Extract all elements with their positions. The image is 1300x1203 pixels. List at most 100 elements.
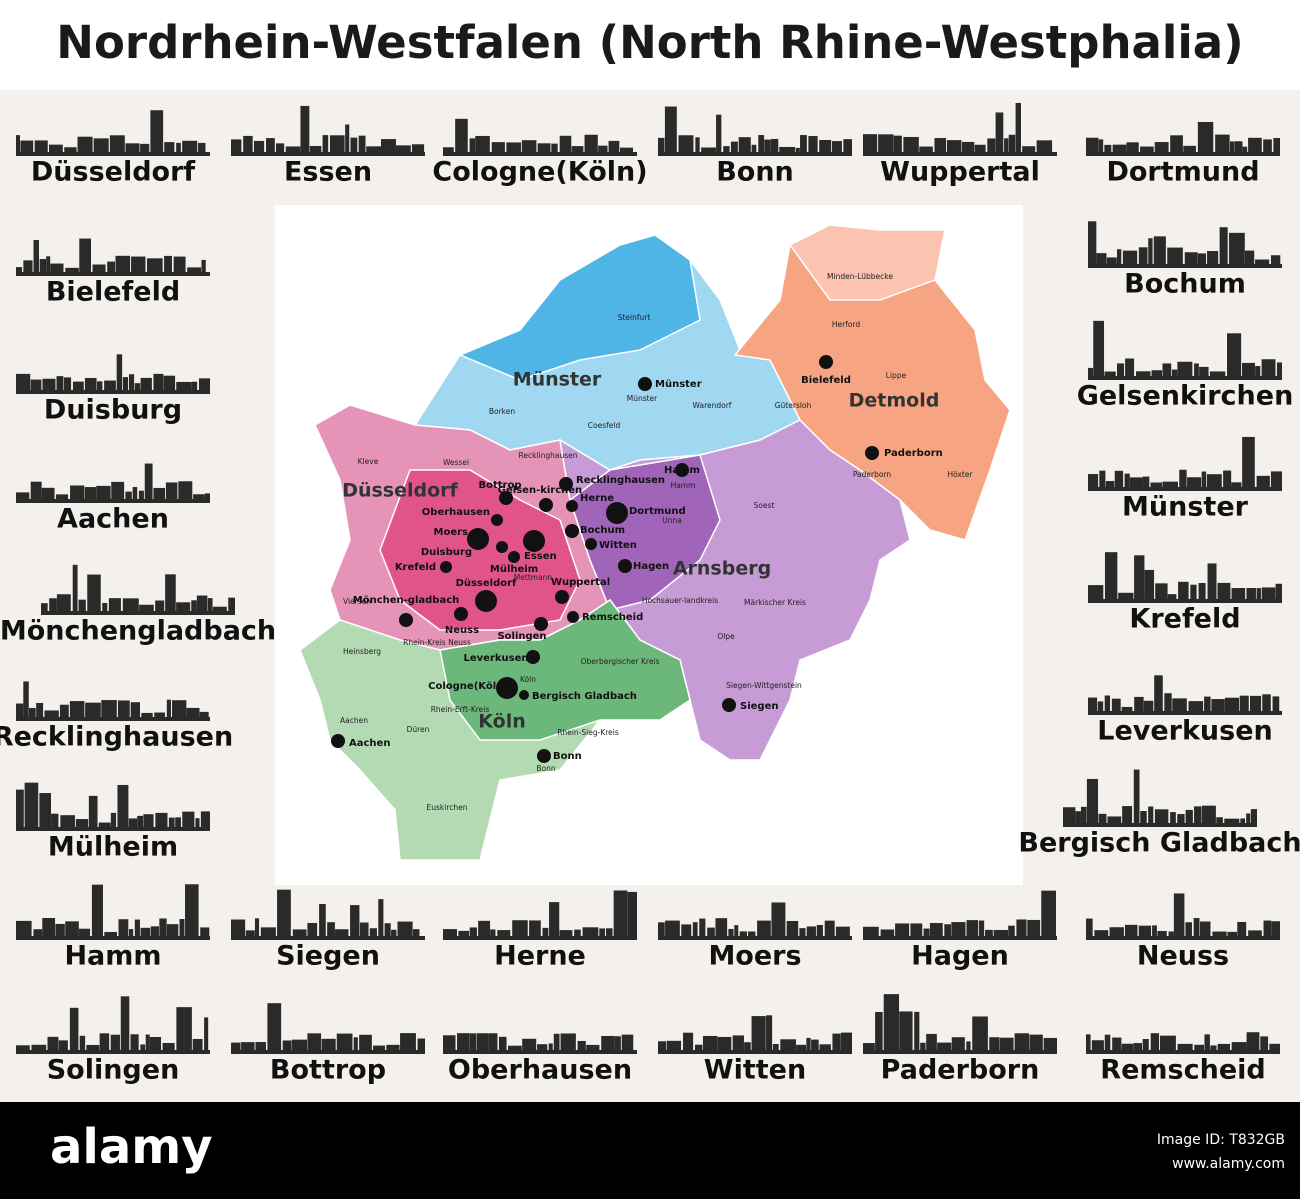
skyline-building: [995, 112, 1004, 152]
skyline-building: [149, 1036, 162, 1050]
skyline-building: [193, 494, 205, 499]
city-dot: [565, 524, 579, 538]
city-label: Mönchen-gladbach: [353, 595, 459, 606]
skyline-building: [1273, 138, 1280, 152]
district-label: Recklinghausen: [518, 451, 577, 460]
skyline-building: [412, 929, 420, 936]
skyline-building: [128, 818, 138, 827]
skyline-building: [1167, 594, 1177, 599]
skyline-building: [926, 1033, 937, 1050]
district-label: Mettmann: [514, 573, 553, 582]
skyline-building: [744, 1042, 751, 1050]
skyline-building: [128, 929, 134, 936]
city-label: Krefeld: [395, 562, 436, 573]
skyline-building: [198, 142, 206, 152]
skyline-building: [1255, 259, 1270, 264]
skyline-building: [1164, 693, 1172, 711]
city-dot: [454, 607, 468, 621]
skyline-building: [1250, 809, 1257, 823]
skyline-building: [1162, 481, 1178, 487]
city-dot: [499, 491, 513, 505]
city-label: Bergisch Gladbach: [532, 691, 637, 702]
skyline-building: [1152, 925, 1157, 936]
skyline-building: [1004, 138, 1009, 152]
skyline-building: [1159, 1035, 1176, 1050]
skyline-building: [1171, 369, 1178, 376]
skyline-building: [166, 699, 171, 717]
skyline: [1088, 552, 1282, 603]
skyline-building: [1227, 333, 1242, 376]
skyline-building: [1184, 252, 1198, 264]
skyline-building: [110, 1034, 120, 1050]
skyline-building: [903, 136, 919, 152]
skyline-building: [586, 1044, 600, 1050]
skyline-building: [512, 920, 528, 936]
skyline-building: [584, 134, 598, 152]
skyline-building: [1008, 134, 1016, 152]
skyline-building: [147, 258, 163, 272]
skyline-building: [132, 487, 138, 499]
city-dot: [566, 500, 578, 512]
skyline-building: [608, 140, 620, 152]
district-label: Viersen: [343, 597, 371, 606]
skyline-building: [1239, 695, 1249, 711]
city-dot: [491, 514, 503, 526]
district-label: Rhein-Sieg-Kreis: [557, 728, 619, 737]
skyline-building: [1154, 142, 1169, 152]
skyline-building: [1270, 255, 1281, 264]
district-label: Hamm: [671, 481, 696, 490]
skyline-building: [658, 922, 665, 936]
skyline-ground: [1086, 936, 1280, 940]
skyline-building: [172, 700, 187, 717]
skyline-building: [56, 376, 64, 390]
skyline-building: [70, 485, 85, 499]
region-label: Detmold: [849, 390, 940, 412]
skyline-building: [1183, 145, 1196, 152]
city-label: Münster: [655, 379, 702, 390]
skyline-building: [1271, 921, 1280, 936]
skyline-building: [144, 463, 153, 499]
city-dot: [496, 677, 518, 699]
skyline-building: [1263, 920, 1272, 936]
skyline-ground: [231, 152, 425, 156]
skyline: [443, 890, 637, 940]
skyline-building: [411, 144, 425, 152]
skyline-building: [92, 264, 106, 272]
skyline-building: [614, 1036, 621, 1050]
skyline-ground: [16, 827, 210, 831]
skyline: [658, 902, 852, 940]
skyline-building: [1193, 918, 1200, 936]
skyline-label: Aachen: [57, 504, 169, 535]
footer-brand: alamy: [50, 1119, 213, 1175]
skyline-label: Witten: [704, 1055, 806, 1086]
skyline-building: [1194, 806, 1202, 823]
skyline-building: [498, 1036, 507, 1050]
skyline-building: [757, 920, 771, 936]
skyline-building: [130, 702, 140, 717]
skyline-label: Dortmund: [1106, 157, 1259, 188]
skyline-building: [443, 147, 454, 152]
skyline-building: [16, 1045, 30, 1050]
skyline-building: [137, 815, 144, 827]
skyline-ground: [863, 152, 1057, 156]
skyline-building: [199, 711, 209, 717]
skyline-building: [730, 141, 738, 152]
skyline-building: [1153, 236, 1166, 264]
skyline: [16, 354, 210, 394]
skyline-building: [291, 1039, 308, 1050]
skyline-building: [84, 378, 97, 390]
skyline-building: [16, 920, 32, 936]
skyline-label: Krefeld: [1129, 604, 1240, 635]
skyline-building: [282, 1040, 292, 1050]
skyline: [1086, 121, 1280, 156]
skyline-building: [1134, 555, 1145, 599]
skyline-building: [1248, 930, 1262, 936]
skyline-building: [951, 922, 966, 936]
city-label: Dortmund: [629, 506, 686, 517]
skyline-building: [110, 812, 117, 827]
skyline-building: [1086, 1034, 1091, 1050]
skyline: [16, 884, 210, 940]
skyline-building: [1022, 146, 1036, 152]
skyline-building: [475, 135, 490, 152]
skyline-building: [1231, 588, 1246, 599]
